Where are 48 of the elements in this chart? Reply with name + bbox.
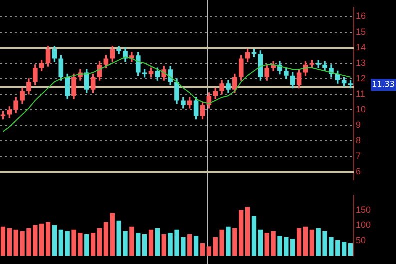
bar <box>245 207 250 256</box>
bar <box>162 234 166 256</box>
bar <box>84 234 90 256</box>
bar <box>200 244 206 256</box>
bar <box>97 228 102 256</box>
bar <box>155 228 160 256</box>
bar <box>258 230 264 256</box>
bar <box>342 242 347 256</box>
y-tick-label: 150 <box>356 205 372 216</box>
bar <box>91 232 96 256</box>
y-tick-label: 16 <box>356 11 366 22</box>
y-tick-label: 13 <box>356 58 366 68</box>
y-tick-label: 50 <box>356 235 366 246</box>
y-tick-label: 10 <box>356 104 366 115</box>
y-tick-label: 15 <box>356 26 366 37</box>
bar <box>226 226 231 256</box>
bar <box>52 225 58 256</box>
bar <box>130 226 134 256</box>
bar <box>65 231 70 256</box>
bar <box>296 228 302 256</box>
bar <box>136 232 141 256</box>
bar <box>188 234 192 256</box>
bar <box>252 216 257 256</box>
bar <box>7 228 12 256</box>
text: 11.33 <box>372 80 396 90</box>
y-tick-label: 14 <box>356 42 366 52</box>
y-tick-label: 7 <box>356 151 362 162</box>
bar <box>110 213 115 256</box>
bar <box>104 222 109 256</box>
y-tick-label: 100 <box>356 220 372 230</box>
y-tick-label: 11 <box>356 88 366 99</box>
bar <box>46 222 51 256</box>
bar <box>348 244 354 256</box>
y-tick-label: 9 <box>356 120 362 130</box>
bar <box>0 226 6 256</box>
y-tick-label: 6 <box>356 166 362 177</box>
y-tick-label: 8 <box>356 136 362 146</box>
bar <box>290 239 296 256</box>
bar <box>194 236 199 256</box>
bar <box>40 224 44 256</box>
bar <box>206 246 212 256</box>
bar <box>310 230 314 256</box>
bar <box>58 230 64 256</box>
bar <box>148 230 154 256</box>
y-tick-label: 12 <box>356 73 366 84</box>
bar <box>303 226 308 256</box>
bar <box>142 234 148 256</box>
candlestick <box>116 46 122 54</box>
